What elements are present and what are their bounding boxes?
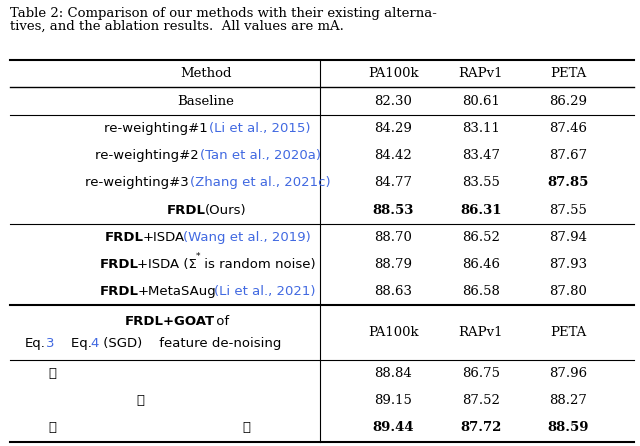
Text: 87.94: 87.94 (549, 231, 587, 244)
Text: 83.55: 83.55 (462, 176, 500, 189)
Text: 87.80: 87.80 (549, 285, 587, 298)
Text: FRDL: FRDL (104, 231, 143, 244)
Text: 87.96: 87.96 (549, 367, 587, 380)
Text: +MetaSAug: +MetaSAug (138, 285, 216, 298)
Text: (Zhang et al., 2021c): (Zhang et al., 2021c) (190, 176, 331, 189)
Text: is random noise): is random noise) (200, 258, 316, 271)
Text: 88.27: 88.27 (549, 394, 587, 407)
Text: FRDL: FRDL (167, 203, 206, 216)
Text: 86.52: 86.52 (462, 231, 500, 244)
Text: ✓: ✓ (48, 367, 56, 380)
Text: 86.29: 86.29 (549, 95, 587, 107)
Text: 83.11: 83.11 (462, 122, 500, 135)
Text: 80.61: 80.61 (462, 95, 500, 107)
Text: 87.55: 87.55 (549, 203, 587, 216)
Text: FRDL: FRDL (99, 285, 138, 298)
Text: Baseline: Baseline (178, 95, 235, 107)
Text: RAPv1: RAPv1 (458, 326, 503, 339)
Text: 87.46: 87.46 (549, 122, 587, 135)
Text: +ISDA: +ISDA (142, 231, 184, 244)
Text: 87.72: 87.72 (460, 421, 501, 434)
Text: (Ours): (Ours) (205, 203, 246, 216)
Text: 86.46: 86.46 (461, 258, 500, 271)
Text: Eq.: Eq. (25, 337, 46, 350)
Text: 84.77: 84.77 (374, 176, 412, 189)
Text: 89.44: 89.44 (372, 421, 414, 434)
Text: 86.58: 86.58 (462, 285, 500, 298)
Text: (Li et al., 2021): (Li et al., 2021) (214, 285, 316, 298)
Text: (SGD)    feature de-noising: (SGD) feature de-noising (99, 337, 282, 350)
Text: 86.75: 86.75 (461, 367, 500, 380)
Text: PETA: PETA (550, 67, 586, 80)
Text: 88.59: 88.59 (547, 421, 589, 434)
Text: 88.53: 88.53 (372, 203, 414, 216)
Text: 86.31: 86.31 (460, 203, 502, 216)
Text: of: of (212, 315, 229, 328)
Text: 88.84: 88.84 (374, 367, 412, 380)
Text: *: * (196, 252, 200, 261)
Text: (Li et al., 2015): (Li et al., 2015) (209, 122, 311, 135)
Text: 88.70: 88.70 (374, 231, 412, 244)
Text: 83.47: 83.47 (461, 149, 500, 162)
Text: 4: 4 (91, 337, 99, 350)
Text: (Wang et al., 2019): (Wang et al., 2019) (184, 231, 311, 244)
Text: PETA: PETA (550, 326, 586, 339)
Text: 87.52: 87.52 (462, 394, 500, 407)
Text: ✓: ✓ (48, 421, 56, 434)
Text: 87.85: 87.85 (547, 176, 589, 189)
Text: RAPv1: RAPv1 (458, 67, 503, 80)
Text: Method: Method (180, 67, 232, 80)
Text: 84.42: 84.42 (374, 149, 412, 162)
Text: 89.15: 89.15 (374, 394, 412, 407)
Text: re-weighting#2: re-weighting#2 (95, 149, 202, 162)
Text: ✓: ✓ (137, 394, 145, 407)
Text: FRDL: FRDL (99, 258, 138, 271)
Text: re-weighting#3: re-weighting#3 (85, 176, 193, 189)
Text: tives, and the ablation results.  All values are mA.: tives, and the ablation results. All val… (10, 20, 344, 33)
Text: PA100k: PA100k (368, 67, 419, 80)
Text: ✓: ✓ (243, 421, 251, 434)
Text: 87.67: 87.67 (549, 149, 587, 162)
Text: 82.30: 82.30 (374, 95, 412, 107)
Text: (Tan et al., 2020a): (Tan et al., 2020a) (200, 149, 321, 162)
Text: +ISDA (Σ: +ISDA (Σ (138, 258, 197, 271)
Text: 87.93: 87.93 (549, 258, 587, 271)
Text: 88.63: 88.63 (374, 285, 412, 298)
Text: Eq.: Eq. (54, 337, 92, 350)
Text: 84.29: 84.29 (374, 122, 412, 135)
Text: 88.79: 88.79 (374, 258, 412, 271)
Text: 3: 3 (45, 337, 54, 350)
Text: re-weighting#1: re-weighting#1 (104, 122, 212, 135)
Text: FRDL+GOAT: FRDL+GOAT (124, 315, 214, 328)
Text: Table 2: Comparison of our methods with their existing alterna-: Table 2: Comparison of our methods with … (10, 7, 436, 20)
Text: PA100k: PA100k (368, 326, 419, 339)
